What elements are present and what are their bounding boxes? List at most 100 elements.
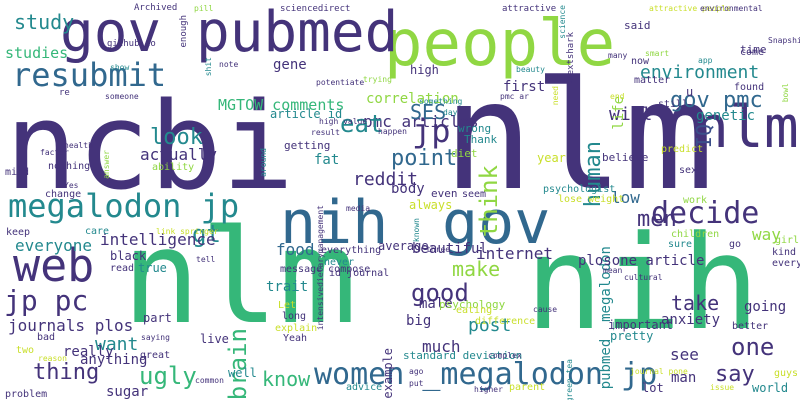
word-one: one xyxy=(731,333,775,361)
word-said: said xyxy=(624,19,651,32)
word-male: male xyxy=(419,296,453,312)
word-journals-plos: journals plos xyxy=(8,316,134,335)
word-something: something xyxy=(419,97,463,106)
word-food: food xyxy=(276,240,315,259)
word-intelligence: intelligence xyxy=(100,230,216,249)
word-predict: predict xyxy=(661,144,704,155)
word-gene: gene xyxy=(273,57,307,73)
word-diet: diet xyxy=(451,147,478,160)
word-many: many xyxy=(608,51,628,60)
word-year: year xyxy=(537,151,566,165)
word-post: post xyxy=(468,315,512,336)
word-need: need xyxy=(551,86,560,106)
word-app: app xyxy=(698,56,713,65)
word-beauty: beauty xyxy=(516,65,545,74)
word-pretty: pretty xyxy=(610,329,654,343)
word-actually: actually xyxy=(140,145,218,164)
word-seem: seem xyxy=(462,189,487,200)
word-sciencedirect: sciencedirect xyxy=(280,4,351,14)
word-tell: tell xyxy=(196,255,216,264)
word-end: end xyxy=(610,92,625,101)
word-megalodon-jp: megalodon jp xyxy=(8,187,240,225)
word-care: care xyxy=(85,226,110,237)
word-ncbi: ncbi xyxy=(5,78,294,217)
word-common: common xyxy=(195,376,224,385)
word-happen: happen xyxy=(378,127,407,136)
word-gov: gov xyxy=(442,188,551,258)
word-problem: problem xyxy=(5,389,48,400)
word-nlm: nlm xyxy=(122,201,357,353)
word-example: example xyxy=(381,348,395,399)
word-resubmit: resubmit xyxy=(12,56,167,94)
word-study: study xyxy=(14,10,75,34)
word-ago: ago xyxy=(409,367,424,376)
word-green-tea: green tea xyxy=(565,359,574,400)
word-standard-deviation: standard deviation xyxy=(403,349,523,362)
word-bowl: bowl xyxy=(781,83,790,103)
word-life: life xyxy=(611,96,627,130)
word-people: people xyxy=(384,7,616,81)
word-u: u xyxy=(686,85,694,99)
word-nih: nih xyxy=(525,207,760,359)
word-even: even xyxy=(431,187,458,200)
word-difference: difference xyxy=(475,316,536,327)
word-shit: shit xyxy=(204,57,213,77)
word-black: black xyxy=(110,249,147,263)
word-keep: keep xyxy=(6,227,31,238)
word-archived: Archived xyxy=(134,3,178,13)
word-nextshark: nextshark xyxy=(566,32,576,81)
word-man: man xyxy=(671,370,697,386)
word-important: important xyxy=(608,318,674,332)
word-say: say xyxy=(715,362,755,387)
word-think: think xyxy=(475,165,503,238)
word-article-id: article id xyxy=(270,107,343,121)
word-let: Let xyxy=(278,300,297,311)
word-children: children xyxy=(671,229,720,240)
word-someone: someone xyxy=(105,92,139,101)
word-work: work xyxy=(683,195,708,206)
word-psychology: psychology xyxy=(439,298,506,311)
word-saying: saying xyxy=(141,333,170,342)
word-time: time xyxy=(740,43,767,56)
word-parent: parent xyxy=(509,382,546,393)
word-better: better xyxy=(732,321,769,332)
word-plosone-article: plosone article xyxy=(578,253,705,269)
word-men: men xyxy=(637,207,677,232)
word-sugar: sugar xyxy=(106,384,149,400)
word-smart: smart xyxy=(645,49,670,58)
word-lose-weight: lose weight xyxy=(558,194,625,205)
word-high: high xyxy=(410,63,439,77)
word-link-springer: link springer xyxy=(156,227,219,236)
word-journal-pone: journal pone xyxy=(630,367,688,376)
word-still: still xyxy=(658,99,689,110)
word-environment: environment xyxy=(640,62,760,83)
word-really: really xyxy=(63,344,114,360)
word-getting: getting xyxy=(284,139,331,152)
word-attractive: attractive xyxy=(502,4,557,14)
word-web: web xyxy=(13,239,95,292)
word-genetic: genetic xyxy=(696,108,756,124)
word-always: always xyxy=(409,198,453,212)
word-matter: matter xyxy=(634,75,671,86)
word-great: great xyxy=(140,350,171,361)
word-reason: reason xyxy=(38,354,67,363)
word-github-io: github io xyxy=(107,39,156,49)
word-three: three xyxy=(426,245,451,254)
word-go: go xyxy=(729,239,742,250)
word-re: re xyxy=(59,88,70,98)
word-higher: higher xyxy=(474,385,503,394)
word-eat: eat xyxy=(340,110,384,138)
word-around: around xyxy=(259,148,268,177)
word-cultural: cultural xyxy=(624,273,663,282)
word-wrong: wrong xyxy=(458,122,492,135)
word-id-journal: id journal xyxy=(329,268,390,279)
word-yeah: Yeah xyxy=(283,333,308,344)
word-jp: jp xyxy=(412,112,451,150)
word-guys: guys xyxy=(774,368,799,379)
word-change: change xyxy=(45,189,82,200)
word-note: note xyxy=(219,60,239,69)
word-reddit: reddit xyxy=(353,169,419,190)
word-gt: gt xyxy=(192,220,221,248)
word-sex: sex xyxy=(679,165,698,176)
